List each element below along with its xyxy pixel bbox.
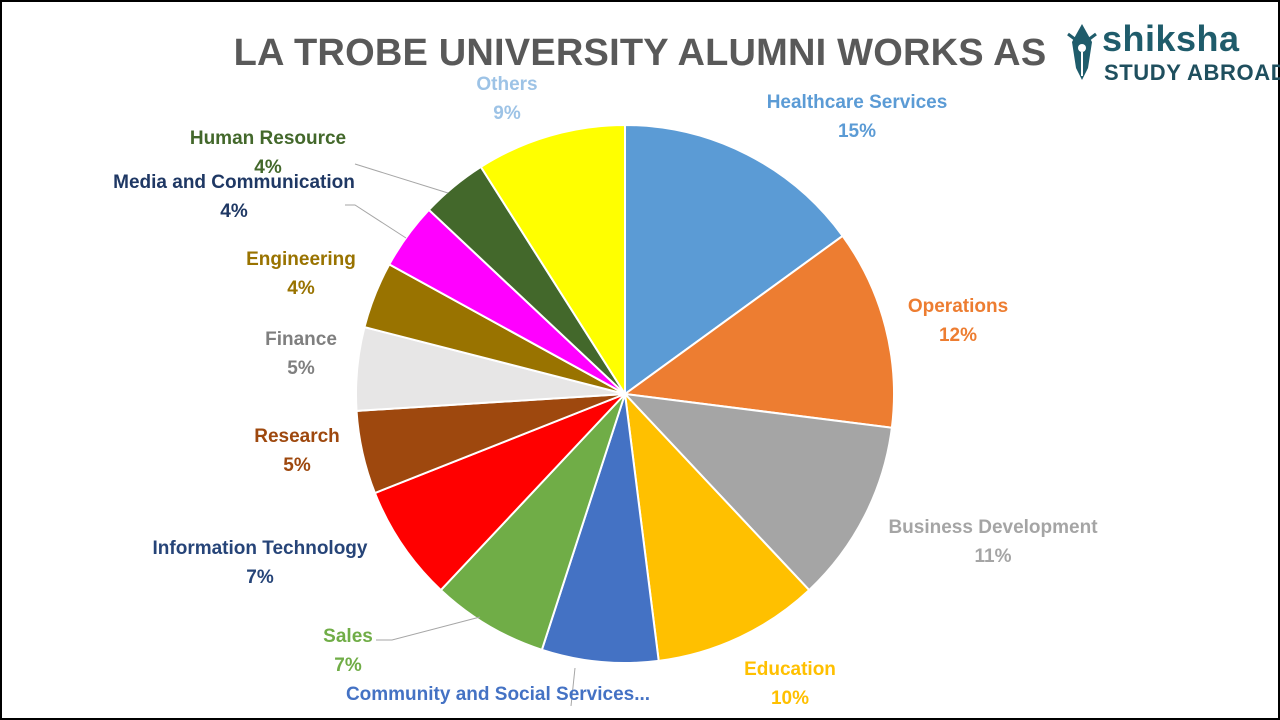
slice-value-label: 10% <box>770 688 810 709</box>
slice-value-label: 7% <box>246 567 274 588</box>
pie-slice-community-and-social-services <box>540 393 660 664</box>
slice-category-label: Sales <box>323 626 373 647</box>
slice-value-label: 12% <box>938 325 978 346</box>
pie-slice-others <box>479 123 626 398</box>
slice-label-healthcare-services: Healthcare Services 15% <box>767 88 948 146</box>
slice-category-label: Research <box>254 426 340 447</box>
slice-label-finance: Finance 5% <box>265 325 337 383</box>
slice-label-education: Education 10% <box>744 655 836 713</box>
slice-value-label: 4% <box>220 201 248 222</box>
slice-value-label: 5% <box>287 358 315 379</box>
slice-value-label: 15% <box>837 121 877 142</box>
slice-category-label: Others <box>476 74 538 95</box>
leader-line-community-and-social-services <box>570 667 576 707</box>
pie-slice-information-technology <box>373 393 626 592</box>
slice-label-engineering: Engineering 4% <box>246 245 356 303</box>
leader-line-sales <box>376 616 481 641</box>
shiksha-logo: shiksha STUDY ABROAD <box>1062 18 1280 90</box>
slice-label-others: Others 9% <box>476 70 537 128</box>
slice-value-label: 7% <box>334 655 362 676</box>
pie-slice-business-development <box>622 392 893 592</box>
logo-subtitle: STUDY ABROAD <box>1104 60 1280 85</box>
slice-category-label: Education <box>744 659 836 680</box>
slice-value-label: 4% <box>254 157 282 178</box>
slice-label-business-development: Business Development 11% <box>888 513 1097 571</box>
slice-value-label: 5% <box>283 455 311 476</box>
slice-category-label: Healthcare Services <box>766 92 948 113</box>
slice-value-label: 11% <box>974 546 1012 567</box>
slice-label-media-and-communication: Media and Communication 4% <box>113 168 355 226</box>
slice-category-label: Operations <box>907 296 1009 317</box>
pie-slice-operations <box>622 234 895 429</box>
slice-label-operations: Operations 12% <box>908 292 1008 350</box>
pie-slice-education <box>623 391 811 662</box>
leader-line-media-and-communication <box>345 204 407 239</box>
slice-label-information-technology: Information Technology 7% <box>153 534 368 592</box>
slice-category-label: Information Technology <box>152 538 368 559</box>
pie-slice-sales <box>439 393 626 652</box>
slice-value-label: 4% <box>287 278 315 299</box>
logo-brand: shiksha <box>1102 18 1240 59</box>
slice-category-label: Media and Communication <box>113 172 355 193</box>
chart-title: LA TROBE UNIVERSITY ALUMNI WORKS AS <box>233 32 1047 74</box>
slice-category-label: Engineering <box>246 249 356 270</box>
leader-line-human-resource <box>354 163 449 194</box>
pie-slice-healthcare-services <box>624 123 845 396</box>
slice-label-sales: Sales 7% <box>323 622 373 680</box>
slice-label-research: Research 5% <box>254 422 340 480</box>
slice-category-label: Community and Social Services... <box>345 684 651 705</box>
slice-value-label: 9% <box>493 103 521 124</box>
slice-category-label: Business Development <box>888 517 1098 538</box>
slice-category-label: Human Resource <box>189 128 347 149</box>
slice-label-community-and-social-services: Community and Social Services... <box>346 680 650 709</box>
slice-label-human-resource: Human Resource 4% <box>190 124 346 182</box>
slice-category-label: Finance <box>265 329 337 350</box>
pen-nib-icon <box>1067 24 1097 80</box>
